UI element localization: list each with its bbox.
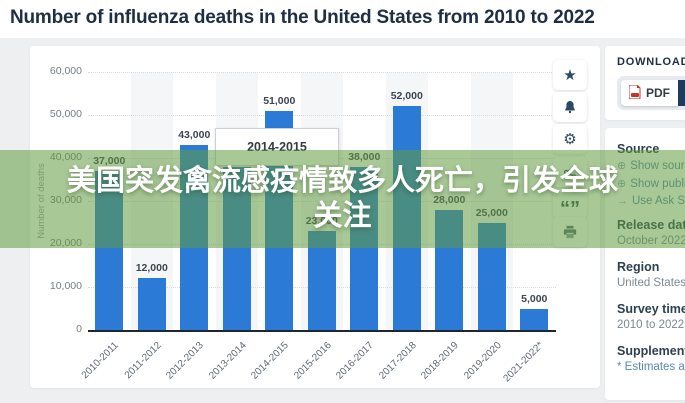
favorite-button[interactable]: ★ — [553, 60, 587, 90]
bell-icon — [563, 100, 577, 114]
page-title: Number of influenza deaths in the United… — [10, 7, 595, 29]
survey-time-value: 2010 to 2022 — [617, 319, 685, 331]
bar-value-label: 52,000 — [377, 90, 437, 102]
y-tick-label: 10,000 — [30, 280, 82, 292]
page-header: Number of influenza deaths in the United… — [0, 0, 685, 38]
download-card: DOWNLOAD PDF + — [605, 46, 685, 120]
download-header: DOWNLOAD — [617, 56, 685, 68]
y-tick-label: 0 — [30, 323, 82, 335]
bar-value-label: 5,000 — [504, 293, 564, 305]
pdf-file-icon — [629, 85, 641, 102]
pdf-download-group: PDF + — [617, 76, 685, 110]
y-tick-label: 60,000 — [30, 65, 82, 77]
x-axis-line — [88, 330, 556, 332]
y-tick-label: 50,000 — [30, 108, 82, 120]
region-value: United States — [617, 277, 685, 289]
pdf-label: PDF — [646, 86, 670, 100]
star-icon: ★ — [563, 68, 576, 83]
gridline — [88, 72, 556, 73]
survey-time-label: Survey time period — [617, 302, 685, 316]
bar[interactable] — [138, 278, 166, 330]
gear-icon: ⚙ — [563, 132, 576, 147]
alert-button[interactable] — [553, 92, 587, 122]
news-overlay-banner: 美国突发禽流感疫情致多人死亡，引发全球 关注 — [0, 150, 685, 248]
bar-value-label: 51,000 — [249, 95, 309, 107]
pdf-plus-button[interactable]: + — [678, 80, 685, 106]
bar[interactable] — [520, 309, 548, 331]
bar-value-label: 12,000 — [122, 262, 182, 274]
pdf-download-button[interactable]: PDF — [621, 80, 678, 106]
gridline — [88, 115, 556, 116]
supplementary-notes-value: * Estimates are — [617, 361, 685, 373]
overlay-headline-line1: 美国突发禽流感疫情致多人死亡，引发全球 — [67, 164, 618, 199]
region-label: Region — [617, 260, 685, 274]
supplementary-notes-label: Supplementary notes — [617, 344, 685, 358]
overlay-headline-line2: 关注 — [313, 199, 371, 234]
